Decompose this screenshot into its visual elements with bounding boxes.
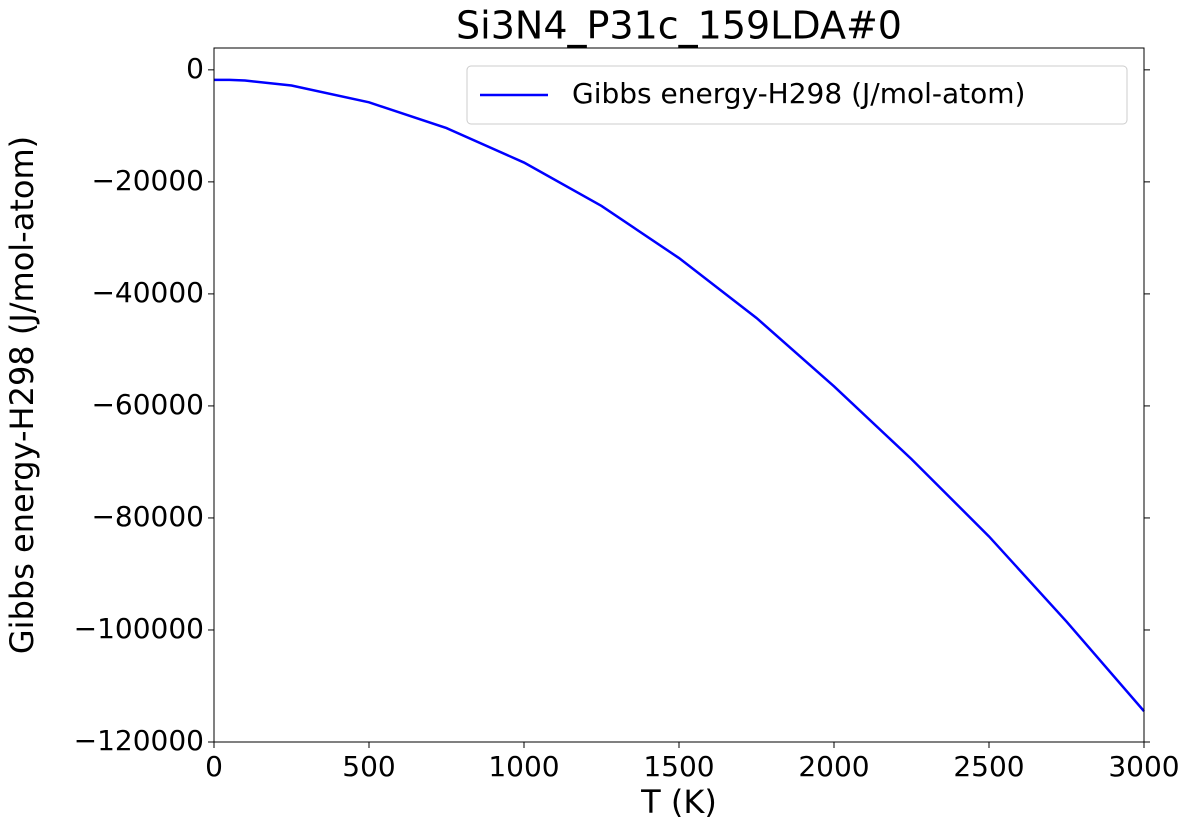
x-axis-label: T (K) <box>640 783 717 821</box>
y-tick-label: −80000 <box>91 500 204 533</box>
y-tick-label: 0 <box>186 52 204 85</box>
y-tick-label: −120000 <box>74 724 204 757</box>
y-tick-label: −40000 <box>91 276 204 309</box>
x-tick-label: 1500 <box>643 750 714 783</box>
legend-box <box>466 65 1128 125</box>
x-tick-label: 2500 <box>953 750 1024 783</box>
plot-frame <box>213 47 1145 743</box>
legend-label: Gibbs energy-H298 (J/mol-atom) <box>572 77 1025 110</box>
y-tick-label: −60000 <box>91 388 204 421</box>
line-series <box>214 78 1145 713</box>
y-tick-label: −20000 <box>91 164 204 197</box>
chart-title: Si3N4_P31c_159LDA#0 <box>456 4 902 48</box>
x-tick-label: 3000 <box>1108 750 1179 783</box>
x-tick-label: 0 <box>205 750 223 783</box>
x-tick-label: 2000 <box>798 750 869 783</box>
y-tick-label: −100000 <box>74 612 204 645</box>
x-tick-label: 1000 <box>488 750 559 783</box>
y-axis-label: Gibbs energy-H298 (J/mol-atom) <box>3 136 41 654</box>
x-tick-label: 500 <box>342 750 395 783</box>
